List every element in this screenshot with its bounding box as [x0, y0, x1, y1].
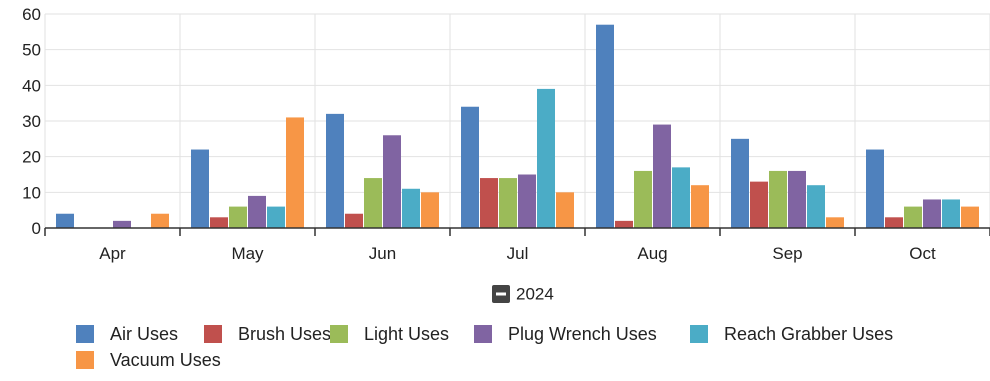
legend-item[interactable]: Vacuum Uses	[76, 350, 221, 370]
bars	[56, 24, 979, 229]
legend-label: Vacuum Uses	[110, 350, 221, 370]
legend-item[interactable]: Air Uses	[76, 324, 178, 344]
bar[interactable]	[885, 217, 903, 228]
bar[interactable]	[750, 181, 768, 228]
bar[interactable]	[248, 195, 266, 228]
legend-label: Brush Uses	[238, 324, 331, 344]
legend-item[interactable]: Reach Grabber Uses	[690, 324, 893, 344]
bar[interactable]	[191, 149, 209, 228]
y-tick-label: 40	[22, 76, 41, 95]
bar[interactable]	[499, 178, 517, 228]
y-tick-label: 30	[22, 112, 41, 131]
bar[interactable]	[480, 178, 498, 228]
legend-swatch	[330, 325, 348, 343]
bar[interactable]	[596, 24, 614, 229]
y-tick-label: 20	[22, 148, 41, 167]
x-tick-label: Jul	[507, 244, 529, 263]
x-tick-label: Apr	[99, 244, 126, 263]
bar[interactable]	[942, 199, 960, 228]
bar[interactable]	[769, 170, 787, 228]
legend-label: Light Uses	[364, 324, 449, 344]
y-tick-label: 10	[22, 183, 41, 202]
bar[interactable]	[923, 199, 941, 228]
legend-item[interactable]: Brush Uses	[204, 324, 331, 344]
bar[interactable]	[537, 88, 555, 229]
legend-item[interactable]: Plug Wrench Uses	[474, 324, 657, 344]
bar[interactable]	[826, 217, 844, 228]
y-tick-label: 0	[32, 219, 41, 238]
legend-swatch	[204, 325, 222, 343]
x-tick-label: Jun	[369, 244, 396, 263]
bar[interactable]	[383, 135, 401, 228]
bar[interactable]	[151, 213, 169, 228]
x-tick-label: May	[231, 244, 264, 263]
bar[interactable]	[807, 185, 825, 228]
bar[interactable]	[364, 178, 382, 228]
bar[interactable]	[788, 170, 806, 228]
group-label: 2024	[516, 285, 554, 304]
bar[interactable]	[904, 206, 922, 228]
bar[interactable]	[210, 217, 228, 228]
bar[interactable]	[286, 117, 304, 228]
minus-glyph	[496, 292, 506, 296]
bar[interactable]	[461, 106, 479, 228]
bar[interactable]	[866, 149, 884, 228]
legend-label: Reach Grabber Uses	[724, 324, 893, 344]
bar[interactable]	[615, 220, 633, 228]
bar[interactable]	[961, 206, 979, 228]
y-tick-label: 60	[22, 5, 41, 24]
bar[interactable]	[731, 138, 749, 228]
bar[interactable]	[229, 206, 247, 228]
x-tick-label: Aug	[637, 244, 667, 263]
legend-swatch	[76, 351, 94, 369]
bar[interactable]	[421, 192, 439, 228]
bar[interactable]	[691, 185, 709, 228]
x-tick-label: Oct	[909, 244, 936, 263]
bar[interactable]	[113, 220, 131, 228]
bar[interactable]	[556, 192, 574, 228]
bar[interactable]	[672, 167, 690, 228]
axes: 0 10 20 30 40 50 60 Apr May Jun Jul Aug Sep Oct	[22, 5, 990, 263]
bar[interactable]	[326, 113, 344, 228]
legend-swatch	[76, 325, 94, 343]
x-group-label[interactable]: 2024	[492, 285, 554, 304]
bar[interactable]	[653, 124, 671, 228]
bar[interactable]	[56, 213, 74, 228]
legend-swatch	[474, 325, 492, 343]
bar[interactable]	[402, 188, 420, 228]
gridlines	[44, 13, 990, 228]
bar[interactable]	[267, 206, 285, 228]
legend: Air Uses Brush Uses Light Uses Plug Wrench …	[76, 324, 893, 370]
y-tick-label: 50	[22, 41, 41, 60]
x-tick-label: Sep	[772, 244, 802, 263]
bar[interactable]	[345, 213, 363, 228]
legend-label: Air Uses	[110, 324, 178, 344]
bar[interactable]	[518, 174, 536, 229]
legend-swatch	[690, 325, 708, 343]
bar[interactable]	[634, 170, 652, 228]
legend-item[interactable]: Light Uses	[330, 324, 449, 344]
legend-label: Plug Wrench Uses	[508, 324, 657, 344]
